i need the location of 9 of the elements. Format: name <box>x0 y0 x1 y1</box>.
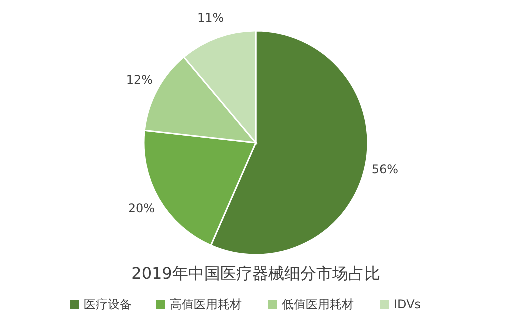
data-label: 20% <box>128 201 156 216</box>
legend-label: 高值医用耗材 <box>170 297 242 312</box>
data-label: 12% <box>126 72 153 87</box>
text: 2019年中国医疗器械细分市场占比 <box>132 264 380 283</box>
legend-label: IDVs <box>394 297 422 312</box>
legend-label: 低值医用耗材 <box>282 297 354 312</box>
data-label: 56% <box>372 162 399 176</box>
legend-label: 医疗设备 <box>84 297 132 312</box>
data-label: 11% <box>198 11 224 26</box>
